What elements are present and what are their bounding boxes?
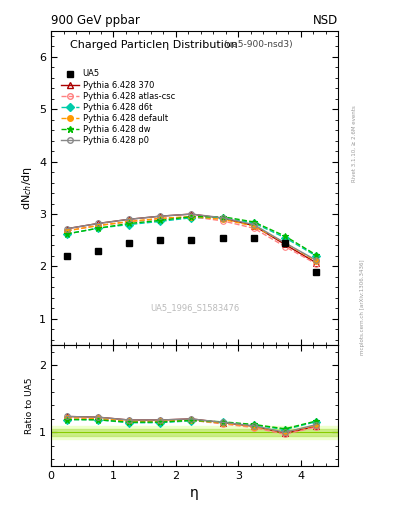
Text: 900 GeV ppbar: 900 GeV ppbar [51,13,140,27]
Text: UA5_1996_S1583476: UA5_1996_S1583476 [150,303,239,312]
Bar [51,425,338,439]
X-axis label: η: η [190,486,199,500]
Text: (ua5-900-nsd3): (ua5-900-nsd3) [223,40,292,49]
Text: Rivet 3.1.10, ≥ 2.6M events: Rivet 3.1.10, ≥ 2.6M events [352,105,357,182]
Y-axis label: dN$_{ch}$/dη: dN$_{ch}$/dη [20,166,33,210]
Legend: UA5, Pythia 6.428 370, Pythia 6.428 atlas-csc, Pythia 6.428 d6t, Pythia 6.428 de: UA5, Pythia 6.428 370, Pythia 6.428 atla… [61,70,175,145]
Bar [51,429,338,436]
Text: NSD: NSD [313,13,338,27]
Y-axis label: Ratio to UA5: Ratio to UA5 [24,377,33,434]
Text: Charged Particleη Distribution: Charged Particleη Distribution [70,40,238,50]
Text: mcplots.cern.ch [arXiv:1306.3436]: mcplots.cern.ch [arXiv:1306.3436] [360,260,365,355]
